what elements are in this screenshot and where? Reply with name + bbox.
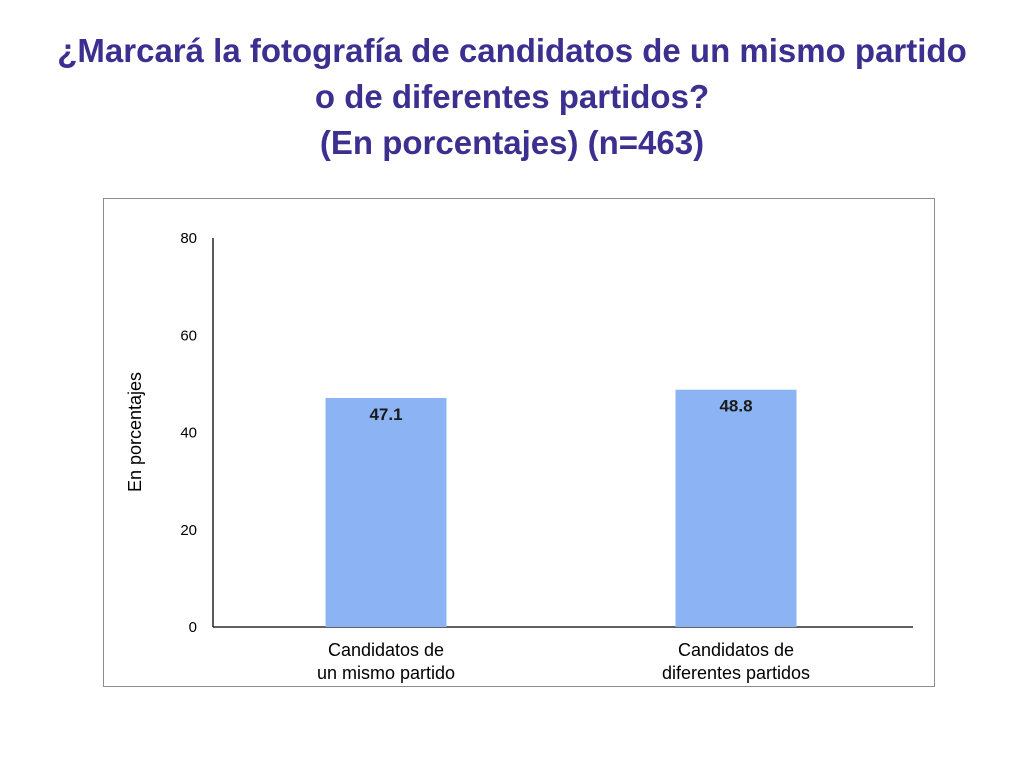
x-category-label: Candidatos de: [328, 640, 444, 660]
y-tick-label: 0: [189, 619, 197, 636]
bar: [675, 389, 797, 627]
title-line-1: ¿Marcará la fotografía de candidatos de …: [57, 32, 967, 69]
chart-layer: 0 20 40 60 80 En porcentajes 47.1 Candidatos de…: [125, 230, 913, 683]
title-line-3: (En porcentajes) (n=463): [319, 124, 705, 161]
x-category-label: diferentes partidos: [662, 663, 810, 683]
bar-data-label: 47.1: [369, 405, 402, 424]
y-tick-label: 40: [180, 425, 197, 442]
y-tick-label: 60: [180, 327, 197, 344]
bar: [325, 397, 447, 627]
x-category-label: un mismo partido: [317, 663, 455, 683]
title-line-2: o de diferentes partidos?: [314, 78, 710, 115]
slide-title: ¿Marcará la fotografía de candidatos de …: [0, 28, 1024, 166]
y-axis-title: En porcentajes: [125, 372, 145, 492]
x-category-label: Candidatos de: [678, 640, 794, 660]
y-tick-label: 20: [180, 522, 197, 539]
y-tick-label: 80: [180, 230, 197, 247]
bar-data-label: 48.8: [719, 397, 752, 416]
